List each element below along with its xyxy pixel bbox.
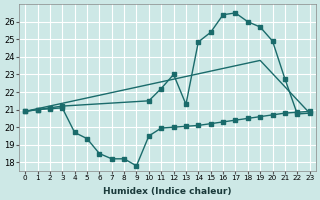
X-axis label: Humidex (Indice chaleur): Humidex (Indice chaleur) [103,187,232,196]
